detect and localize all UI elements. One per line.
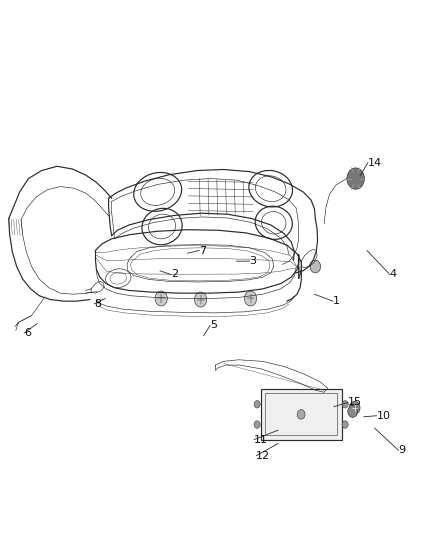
Text: 1: 1 — [333, 296, 340, 306]
Circle shape — [350, 401, 360, 414]
Circle shape — [254, 421, 260, 429]
Circle shape — [155, 291, 167, 306]
Text: 4: 4 — [390, 270, 397, 279]
Circle shape — [254, 401, 260, 408]
Text: 7: 7 — [199, 246, 206, 255]
Text: 3: 3 — [250, 256, 257, 266]
Circle shape — [342, 401, 348, 408]
Text: 15: 15 — [348, 398, 362, 407]
Text: 11: 11 — [254, 435, 268, 445]
Text: 12: 12 — [256, 451, 270, 461]
FancyBboxPatch shape — [261, 389, 342, 440]
Text: 6: 6 — [24, 328, 31, 338]
Text: 14: 14 — [368, 158, 382, 167]
Circle shape — [347, 168, 364, 189]
Circle shape — [310, 260, 321, 273]
Circle shape — [348, 406, 357, 417]
Circle shape — [297, 409, 305, 419]
Text: 2: 2 — [171, 270, 178, 279]
Circle shape — [244, 291, 257, 306]
Text: 10: 10 — [377, 411, 391, 421]
Text: 8: 8 — [94, 299, 101, 309]
Circle shape — [194, 292, 207, 307]
Circle shape — [342, 421, 348, 429]
Text: 9: 9 — [399, 446, 406, 455]
Text: 5: 5 — [210, 320, 217, 330]
